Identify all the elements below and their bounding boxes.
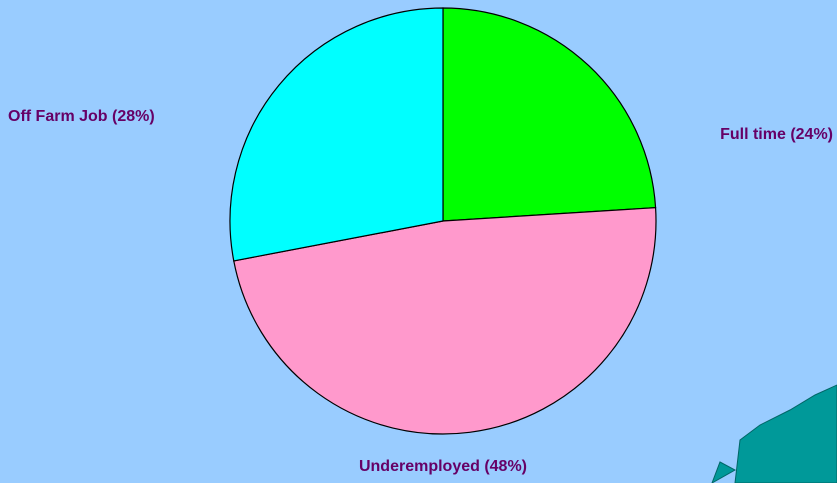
pie-slice — [442, 7, 657, 222]
decoration — [711, 461, 737, 483]
slice-label: Underemployed (48%) — [359, 458, 527, 475]
pie-slice — [233, 206, 657, 435]
pie-slice — [229, 7, 444, 262]
decoration — [734, 384, 837, 483]
slice-label: Full time (24%) — [720, 126, 833, 143]
slice-label: Off Farm Job (28%) — [8, 108, 155, 125]
